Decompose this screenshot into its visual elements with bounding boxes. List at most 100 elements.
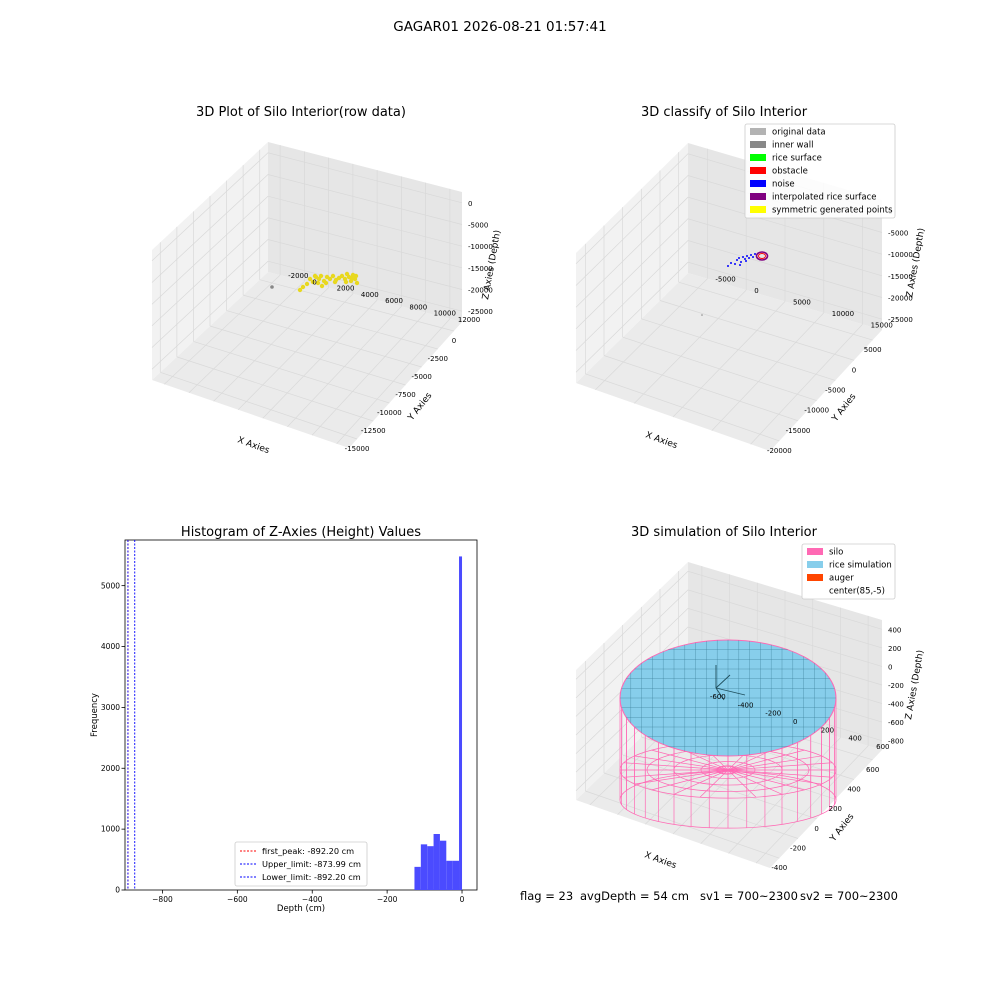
y-tick-label: -600	[710, 693, 726, 701]
y-tick-label: 10000	[434, 310, 456, 318]
classify-3d-xlabel: X Axies	[644, 430, 679, 451]
grid-line-z	[151, 152, 463, 262]
z-tick-label: -400	[888, 701, 904, 709]
noise-point	[734, 263, 736, 265]
noise-point	[738, 257, 740, 259]
simulation-3d-zlabel: Z Axies (Depth)	[904, 649, 926, 720]
raw-point	[304, 281, 310, 287]
status-footer: flag = 23 avgDepth = 54 cm sv1 = 700~230…	[520, 889, 898, 903]
silo-bottom-spoke	[651, 769, 729, 791]
silo-bottom-spoke	[623, 762, 729, 771]
grid-line-y	[213, 287, 329, 402]
histogram-legend: first_peak: -892.20 cm Upper_limit: -873…	[234, 841, 368, 887]
grid-line-y	[336, 318, 451, 444]
legend-swatch-inner-wall	[750, 141, 766, 148]
y-tick-label: 15000	[871, 321, 893, 329]
histogram-bar	[427, 846, 434, 890]
legend-swatch-obstacle	[750, 167, 766, 174]
histogram-bars	[414, 556, 463, 890]
z-tick-label: 0	[888, 663, 892, 671]
histogram-bar	[433, 834, 440, 890]
noise-point	[748, 257, 750, 259]
grid-line-z	[575, 608, 883, 717]
panel-histogram: Histogram of Z-Axies (Height) Values −80…	[90, 525, 478, 914]
raw-point	[349, 275, 355, 281]
x-tick-label: -400	[771, 864, 787, 872]
z-tick-label: -20000	[468, 287, 493, 295]
y-tick-label: -5000	[715, 276, 735, 284]
grid-line-y	[595, 278, 708, 391]
legend-label-rice-surface: rice surface	[772, 154, 822, 164]
x-tick-label: 0	[852, 366, 856, 374]
z-tick-label: -25000	[468, 308, 493, 316]
raw-point	[300, 284, 306, 290]
y-tick-label: 8000	[409, 303, 427, 311]
silo-bottom-spoke	[727, 769, 833, 778]
histogram-bar	[446, 860, 453, 890]
raw-point	[330, 273, 336, 279]
histogram-title: Histogram of Z-Axies (Height) Values	[181, 525, 421, 540]
obstacle-cluster	[758, 253, 766, 259]
simulation-3d-legend: silo rice simulation auger center(85,-5)	[801, 543, 896, 600]
silo-center-marker	[716, 765, 738, 775]
noise-point	[746, 255, 748, 257]
raw-3d-panes	[152, 142, 462, 448]
noise-point	[750, 254, 752, 256]
raw-point	[339, 273, 345, 279]
legend-label-center: center(85,-5)	[829, 587, 885, 597]
raw-point	[297, 287, 303, 293]
legend-label-obstacle: obstacle	[772, 167, 808, 177]
noise-point	[736, 259, 738, 261]
grid-line-x	[209, 325, 406, 386]
raw-point	[318, 273, 324, 279]
grid-line-z	[151, 260, 463, 370]
z-tick-label: -800	[888, 738, 904, 746]
histogram-bar	[439, 840, 447, 890]
legend-label-symmetric: symmetric generated points	[772, 206, 893, 216]
silo-bottom-spoke	[623, 769, 729, 778]
y-tick-label: 0	[115, 886, 120, 895]
legend-swatch-rice-surface	[750, 154, 766, 161]
histogram-bar	[459, 556, 463, 890]
grid-line-x	[226, 310, 422, 368]
grid-line-z	[575, 240, 883, 351]
y-tick-label: 400	[848, 735, 861, 743]
legend-label-auger: auger	[829, 574, 854, 584]
grid-line-z	[575, 218, 883, 330]
z-tick-label: -5000	[468, 222, 488, 230]
x-tick-label: 600	[866, 766, 879, 774]
footer-avg-depth: avgDepth = 54 cm	[580, 889, 689, 903]
x-tick-label: 0	[452, 337, 456, 345]
z-tick-label: -200	[888, 682, 904, 690]
grid-line-z	[151, 239, 463, 348]
z-tick-label: -5000	[888, 230, 908, 238]
raw-point	[310, 279, 316, 285]
silo-bottom-spoke	[634, 755, 729, 771]
y-tick-label: -400	[738, 701, 754, 709]
grid-line-z	[151, 174, 463, 283]
y-tick-label: 12000	[458, 316, 480, 324]
grid-line-y	[711, 312, 825, 431]
x-tick-label: -2500	[428, 355, 448, 363]
x-tick-label: -12500	[361, 427, 386, 435]
legend-swatch-noise	[750, 180, 766, 187]
histogram-bar	[414, 866, 421, 890]
x-tick-label: -7500	[395, 391, 415, 399]
y-tick-label: 10000	[832, 310, 854, 318]
silo-bottom-spoke	[727, 762, 833, 771]
legend-label-interpolated: interpolated rice surface	[772, 193, 877, 203]
grid-line-y	[164, 274, 281, 385]
x-tick-label: -15000	[345, 445, 370, 453]
raw-point	[307, 276, 313, 282]
histogram-x-ticks: −800 −600 −400 −200 0	[152, 890, 465, 904]
histogram-reference-lines	[127, 540, 136, 890]
raw-3d-title: 3D Plot of Silo Interior(row data)	[196, 105, 406, 120]
silo-bottom-spoke	[651, 749, 729, 771]
legend-swatch-original-data	[750, 128, 766, 135]
y-tick-label: 2000	[101, 764, 120, 773]
x-tick-label: -200	[790, 845, 806, 853]
silo-bottom-spoke	[727, 749, 805, 771]
raw-point	[315, 280, 321, 286]
y-tick-label: -200	[765, 710, 781, 718]
legend-label-noise: noise	[772, 180, 795, 190]
